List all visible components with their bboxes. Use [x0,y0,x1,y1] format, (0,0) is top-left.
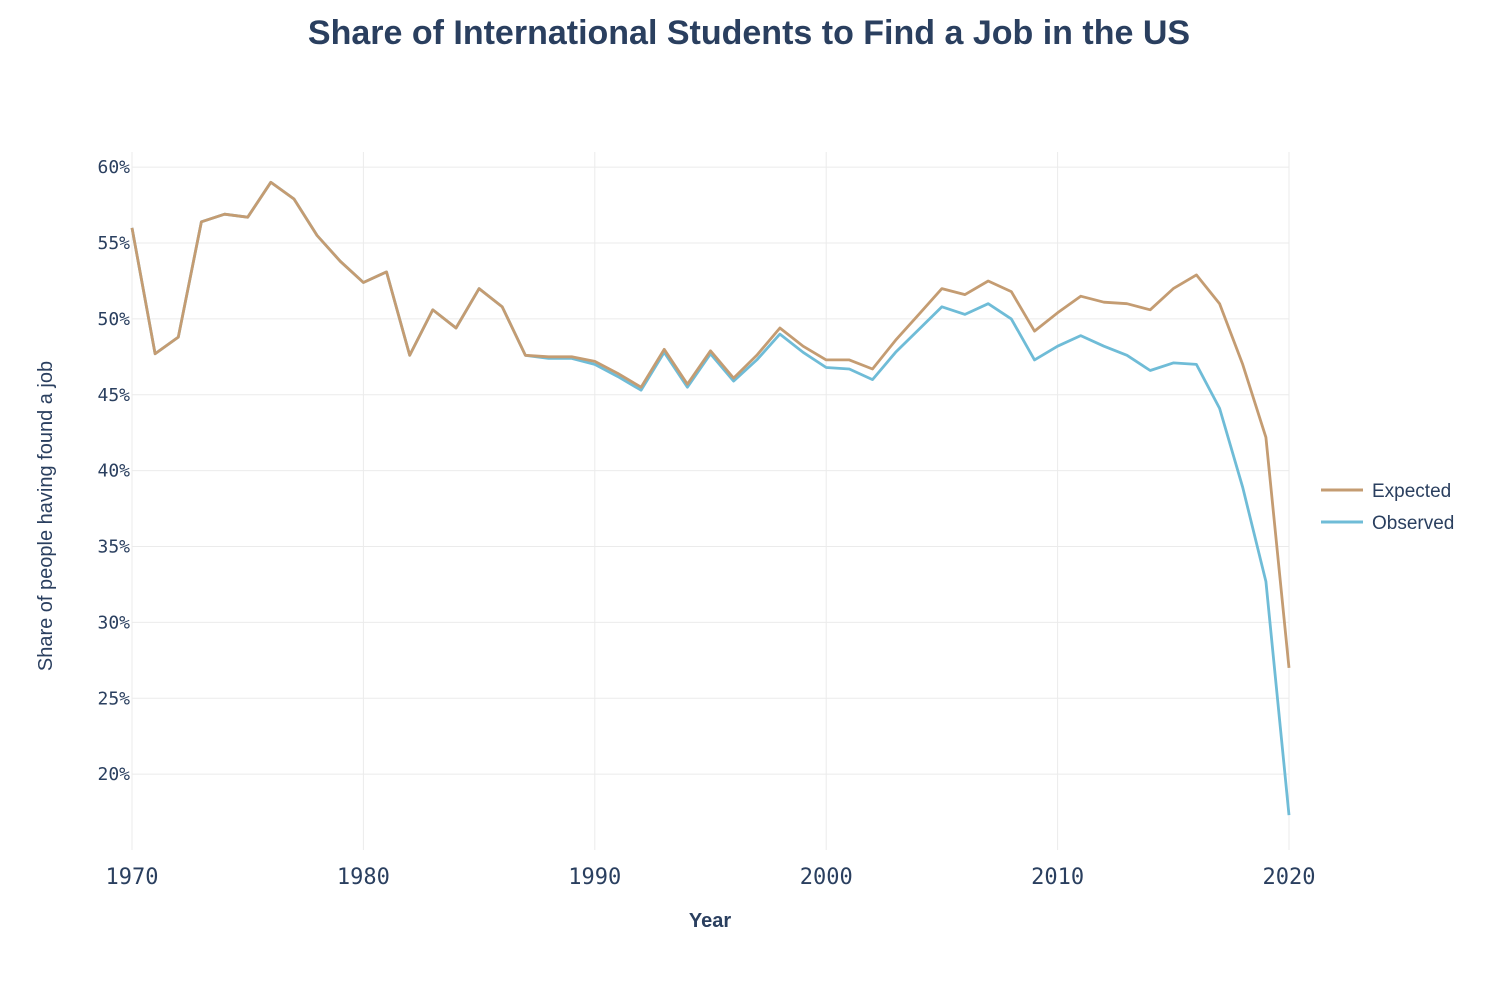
x-axis-ticks: 1970 1980 1990 2000 2010 2020 [106,865,1316,890]
x-axis-title: Year [689,910,731,932]
y-axis-title: Share of people having found a job [35,361,57,671]
chart-title: Share of International Students to Find … [308,14,1190,52]
y-axis-ticks: 20% 25% 30% 35% 40% 45% 50% 55% 60% [97,157,130,785]
y-tick-label: 50% [97,309,130,330]
legend: Expected Observed [1321,481,1454,534]
x-tick-label: 2010 [1031,865,1084,890]
x-tick-label: 2000 [800,865,853,890]
x-gridlines [131,152,1290,850]
x-tick-label: 1990 [568,865,621,890]
y-tick-label: 25% [97,688,130,709]
y-tick-label: 35% [97,537,130,558]
y-tick-label: 20% [97,764,130,785]
y-tick-label: 30% [97,612,130,633]
series-lines [130,180,1291,816]
y-tick-label: 60% [97,157,130,178]
series-line-expected [130,180,1291,669]
legend-label-expected: Expected [1372,481,1451,502]
y-tick-label: 45% [97,385,130,406]
y-tick-label: 55% [97,233,130,254]
series-line-observed [130,180,1291,816]
legend-label-observed: Observed [1372,513,1454,534]
x-tick-label: 1970 [106,865,159,890]
y-tick-label: 40% [97,461,130,482]
x-tick-label: 1980 [337,865,390,890]
y-gridlines [132,166,1289,775]
x-tick-label: 2020 [1263,865,1316,890]
